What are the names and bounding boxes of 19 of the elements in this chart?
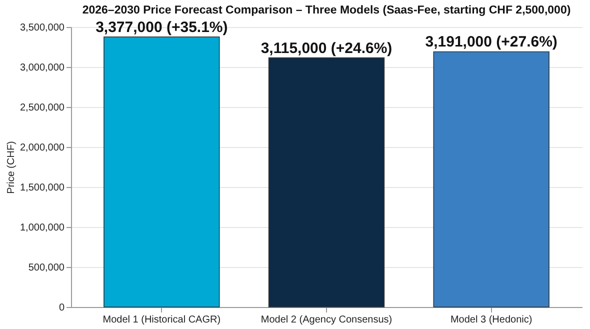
y-tick-label: 2,000,000 — [20, 142, 65, 154]
y-tick-label: 0 — [58, 302, 65, 314]
x-tick-label: Model 1 (Historical CAGR) — [102, 314, 221, 326]
y-tick-label: 3,500,000 — [20, 22, 65, 34]
y-tick-label: 3,000,000 — [20, 62, 65, 74]
y-tick-label: 500,000 — [28, 262, 65, 274]
data-label: 3,377,000 (+35.1%) — [96, 18, 228, 36]
bar — [433, 51, 550, 308]
y-tick-label: 1,000,000 — [20, 222, 65, 234]
x-tick-label: Model 3 (Hedonic) — [450, 314, 532, 326]
bar — [104, 36, 220, 308]
data-label: 3,115,000 (+24.6%) — [260, 40, 392, 57]
data-label: 3,191,000 (+27.6%) — [425, 34, 558, 51]
y-axis-title: Price (CHF) — [6, 141, 18, 194]
chart-title: 2026–2030 Price Forecast Comparison – Three Models (Saas-Fee, starting CHF 2,500,000) — [82, 4, 571, 16]
y-tick-label: 2,500,000 — [20, 102, 65, 114]
y-tick-label: 1,500,000 — [20, 182, 65, 194]
x-tick-label: Model 2 (Agency Consensus) — [260, 314, 392, 326]
bar — [268, 57, 385, 308]
